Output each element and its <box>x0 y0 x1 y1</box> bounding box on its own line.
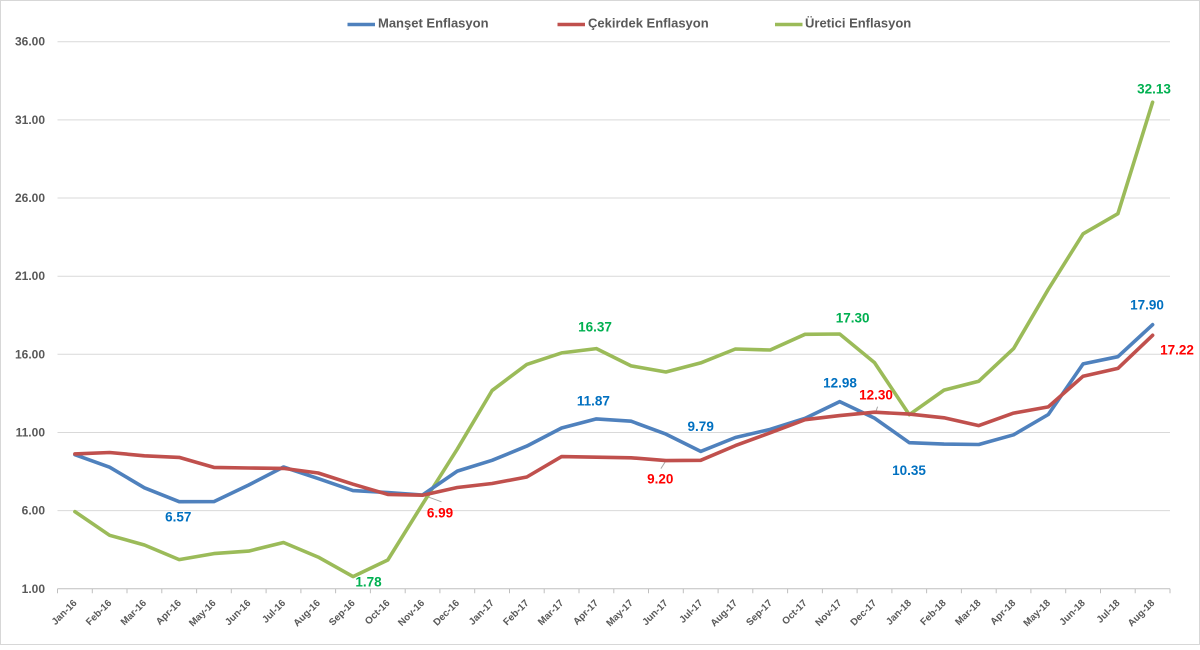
svg-text:1.00: 1.00 <box>22 582 46 596</box>
svg-text:9.79: 9.79 <box>688 419 714 434</box>
svg-text:21.00: 21.00 <box>15 269 45 283</box>
svg-text:6.57: 6.57 <box>165 510 191 525</box>
svg-text:Üretici Enflasyon: Üretici Enflasyon <box>805 16 911 31</box>
svg-text:36.00: 36.00 <box>15 35 45 49</box>
svg-text:10.35: 10.35 <box>892 463 926 478</box>
svg-text:16.00: 16.00 <box>15 347 45 361</box>
svg-text:11.00: 11.00 <box>16 426 46 440</box>
svg-text:9.20: 9.20 <box>647 472 673 487</box>
svg-text:1.78: 1.78 <box>355 575 382 590</box>
svg-text:17.90: 17.90 <box>1130 298 1164 313</box>
svg-text:6.99: 6.99 <box>427 505 453 520</box>
svg-text:6.00: 6.00 <box>22 504 46 518</box>
svg-text:Çekirdek Enflasyon: Çekirdek Enflasyon <box>588 16 709 31</box>
svg-text:16.37: 16.37 <box>578 320 612 335</box>
svg-text:17.30: 17.30 <box>836 310 870 325</box>
svg-text:17.22: 17.22 <box>1160 343 1194 358</box>
svg-text:26.00: 26.00 <box>15 191 45 205</box>
svg-text:32.13: 32.13 <box>1137 82 1171 97</box>
svg-text:12.98: 12.98 <box>823 376 857 391</box>
svg-text:11.87: 11.87 <box>577 394 610 409</box>
svg-text:31.00: 31.00 <box>15 113 45 127</box>
svg-text:12.30: 12.30 <box>859 388 893 403</box>
svg-text:Manşet Enflasyon: Manşet Enflasyon <box>378 16 489 31</box>
